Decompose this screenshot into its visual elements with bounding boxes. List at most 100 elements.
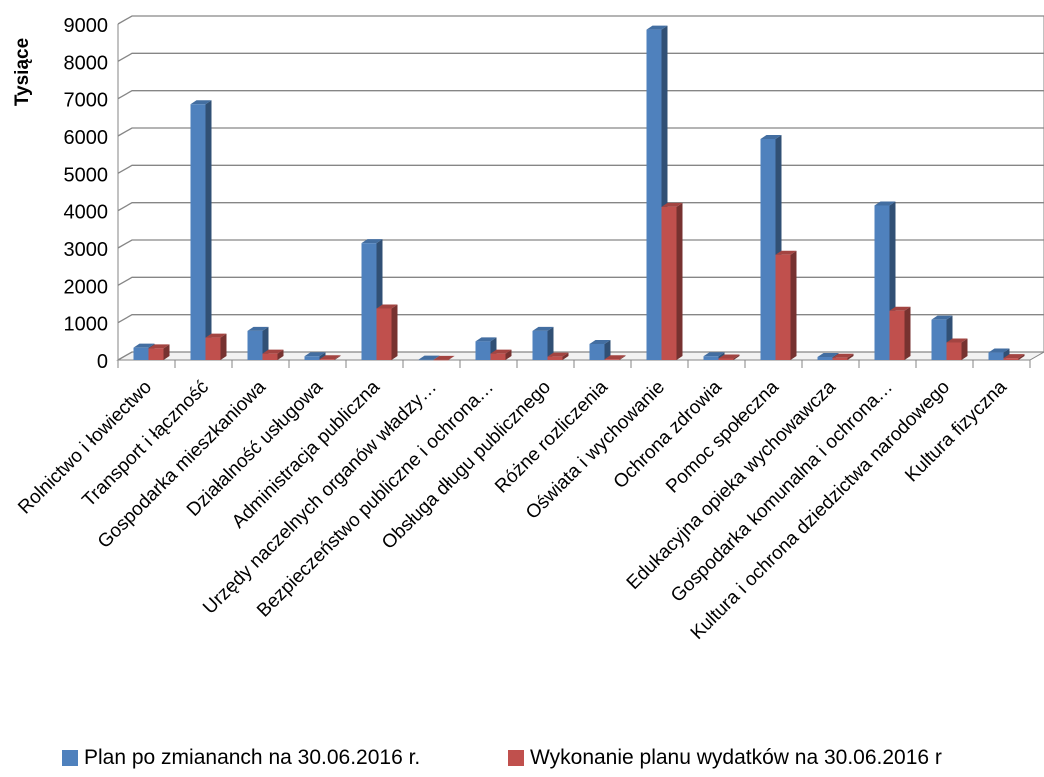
bar-top — [931, 315, 953, 320]
bar-front — [376, 308, 392, 360]
bar-front — [931, 319, 947, 360]
bar-top — [775, 250, 797, 255]
bar-front — [646, 29, 662, 360]
gridline — [117, 127, 1044, 137]
bar-wykonanie — [433, 355, 455, 361]
bar-side — [961, 338, 968, 360]
bar-side — [790, 250, 797, 360]
bar-front — [661, 206, 677, 360]
bar-top — [604, 355, 626, 360]
bar-front — [817, 357, 833, 360]
bar-front — [874, 205, 890, 360]
bar-plan — [589, 339, 611, 360]
bar-side — [163, 344, 170, 360]
bar-top — [889, 306, 911, 311]
y-tick-label: 3000 — [64, 239, 109, 261]
bar-side — [904, 306, 911, 360]
bar-front — [889, 310, 905, 360]
bar-side — [448, 355, 455, 360]
y-tick-label: 8000 — [64, 52, 109, 74]
bar-front — [589, 343, 605, 360]
bar-side — [1018, 354, 1025, 360]
bar-top — [661, 202, 683, 207]
bar-side — [562, 352, 569, 360]
bar-front — [547, 356, 563, 360]
x-tick-label: Edukacyjna opieka wychowawcza — [623, 376, 841, 594]
y-tick-label: 6000 — [64, 127, 109, 149]
bar-top — [418, 355, 440, 360]
bars — [133, 25, 1025, 361]
legend-label-wykonanie: Wykonanie planu wydatków na 30.06.2016 r — [530, 746, 942, 769]
x-tick-label: Kultura fizyczna — [901, 376, 1011, 486]
bar-wykonanie — [490, 349, 512, 360]
bar-wykonanie — [319, 355, 341, 360]
gridline — [117, 90, 1044, 100]
bar-front — [418, 359, 434, 361]
bar-wykonanie — [148, 344, 170, 360]
bar-front — [718, 358, 734, 360]
bar-top — [703, 352, 725, 357]
legend-item-wykonanie: Wykonanie planu wydatków na 30.06.2016 r — [508, 746, 942, 770]
bar-top — [589, 339, 611, 344]
legend-label-plan: Plan po zmiananch na 30.06.2016 r. — [84, 746, 421, 769]
bar-front — [190, 104, 206, 361]
bar-plan — [532, 326, 554, 360]
bar-top — [262, 349, 284, 354]
bar-front — [304, 356, 320, 360]
bar-top — [1003, 354, 1025, 359]
bar-top — [988, 348, 1010, 353]
bar-side — [391, 304, 398, 360]
bar-side — [733, 354, 740, 360]
bar-wykonanie — [547, 352, 569, 360]
bar-top — [376, 304, 398, 309]
bar-front — [133, 347, 149, 360]
legend-swatch-wykonanie — [508, 750, 524, 766]
bar-wykonanie — [262, 349, 284, 360]
bar-wykonanie — [205, 333, 227, 360]
bar-top — [490, 349, 512, 354]
bar-front — [433, 359, 449, 361]
bar-side — [220, 333, 227, 360]
bar-front — [604, 359, 620, 360]
bar-front — [760, 138, 776, 360]
bar-front — [205, 337, 221, 360]
bar-top — [475, 337, 497, 342]
y-tick-labels: 0 1000 2000 3000 4000 5000 6000 7000 8000 9000 — [64, 15, 109, 373]
bar-front — [775, 254, 791, 360]
gridline — [117, 314, 1044, 324]
bar-top — [190, 100, 212, 105]
bar-top — [832, 353, 854, 358]
bar-front — [262, 353, 278, 360]
y-tick-label: 2000 — [64, 276, 109, 298]
bar-wykonanie — [946, 338, 968, 360]
y-tick-label: 5000 — [64, 164, 109, 186]
bar-top — [547, 352, 569, 357]
bar-top — [433, 355, 455, 360]
bar-wykonanie — [775, 250, 797, 360]
bar-top — [532, 326, 554, 331]
y-tick-label: 7000 — [64, 90, 109, 112]
y-tick-label: 9000 — [64, 15, 109, 37]
bar-front — [703, 356, 719, 360]
bar-side — [505, 349, 512, 360]
bar-top — [817, 353, 839, 358]
bar-top — [874, 201, 896, 206]
gridline — [117, 276, 1044, 286]
bar-top — [205, 333, 227, 338]
gridlines — [117, 15, 1044, 361]
gridline — [117, 239, 1044, 249]
bar-wykonanie — [376, 304, 398, 360]
gridline — [117, 164, 1044, 174]
bar-top — [319, 355, 341, 360]
bar-top — [361, 239, 383, 244]
bar-wykonanie — [832, 353, 854, 360]
y-tick-label: 1000 — [64, 314, 109, 336]
gridline — [117, 351, 1044, 361]
legend: Plan po zmiananch na 30.06.2016 r. Wykon… — [0, 738, 1044, 772]
bar-front — [490, 353, 506, 360]
bar-top — [133, 343, 155, 348]
gridline — [117, 52, 1044, 62]
